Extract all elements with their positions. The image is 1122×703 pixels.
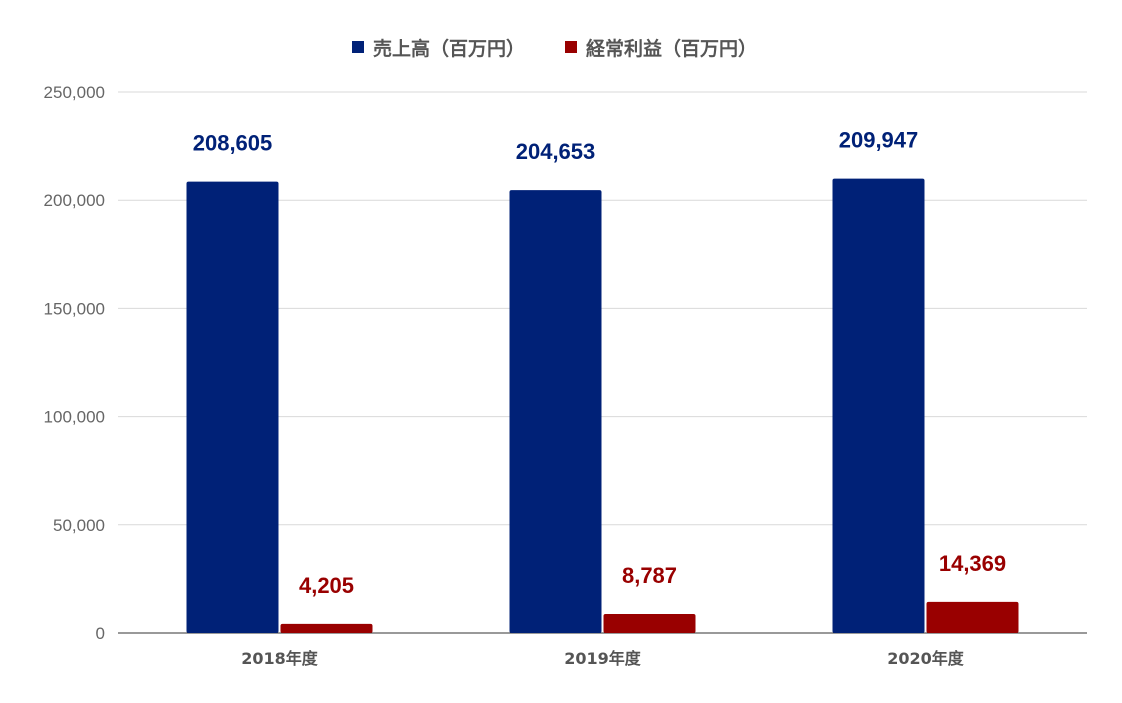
bar-series-2-2019年度 (603, 613, 696, 633)
gridlines (118, 91, 1087, 634)
y-tick-label: 200,000 (44, 191, 105, 210)
legend-label-1: 売上高（百万円） (373, 37, 525, 60)
x-axis: 2018年度 2019年度 2020年度 (241, 649, 965, 668)
y-tick-label: 50,000 (53, 516, 105, 535)
y-tick-label: 250,000 (44, 83, 105, 102)
data-label-series-2: 4,205 (299, 573, 354, 598)
bar-series-1-2018年度 (186, 181, 279, 633)
bars (186, 178, 1019, 634)
data-labels: 208,605 4,205 204,653 8,787 209,947 14,369 (193, 128, 1006, 598)
legend-swatch-1 (352, 41, 364, 53)
bar-series-2-2020年度 (926, 601, 1019, 633)
y-axis: 0 50,000 100,000 150,000 200,000 250,000 (44, 83, 105, 643)
bar-series-1-2020年度 (832, 178, 925, 634)
data-label-series-2: 14,369 (939, 551, 1006, 576)
y-tick-label: 0 (96, 624, 105, 643)
legend-label-2: 経常利益（百万円） (586, 37, 757, 60)
data-label-series-2: 8,787 (622, 563, 677, 588)
data-label-series-1: 208,605 (193, 131, 273, 156)
legend-swatch-2 (565, 41, 577, 53)
data-label-series-1: 204,653 (516, 139, 596, 164)
y-tick-label: 100,000 (44, 408, 105, 427)
y-tick-label: 150,000 (44, 299, 105, 318)
x-category-label: 2019年度 (564, 649, 642, 668)
data-label-series-1: 209,947 (839, 128, 919, 153)
bar-series-2-2018年度 (280, 623, 373, 633)
x-category-label: 2018年度 (241, 649, 319, 668)
x-category-label: 2020年度 (887, 649, 965, 668)
legend: 売上高（百万円） 経常利益（百万円） (352, 37, 757, 60)
bar-series-1-2019年度 (509, 190, 602, 633)
